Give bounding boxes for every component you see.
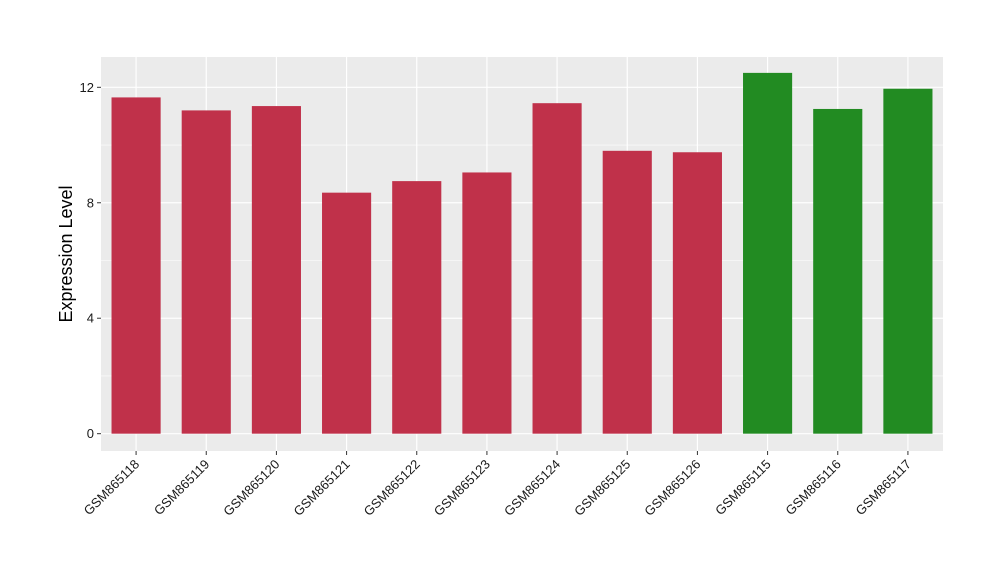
bar-GSM865116: [813, 108, 863, 434]
bar-GSM865118: [111, 97, 161, 434]
bar-GSM865126: [672, 152, 722, 434]
y-axis-title: Expression Level: [56, 185, 76, 322]
x-tick-label: GSM865117: [852, 457, 914, 519]
x-tick-label: GSM865118: [81, 457, 143, 519]
bar-GSM865123: [462, 172, 512, 434]
x-tick-label: GSM865126: [641, 457, 703, 519]
x-tick-label: GSM865121: [290, 457, 352, 519]
y-tick-label: 8: [87, 195, 94, 210]
x-axis: GSM865118 GSM865119 GSM865120 GSM865121 GSM8…: [81, 451, 914, 519]
bar-GSM865115: [743, 72, 793, 434]
plot-panel: [101, 57, 943, 451]
x-tick-label: GSM865120: [220, 457, 282, 519]
bar-GSM865120: [251, 106, 301, 434]
x-tick-label: GSM865119: [151, 457, 213, 519]
x-tick-label: GSM865125: [571, 457, 633, 519]
y-axis: 0 4 8 12: [80, 80, 101, 441]
x-tick-label: GSM865122: [361, 457, 423, 519]
bar-GSM865117: [883, 88, 933, 434]
y-tick-label: 0: [87, 426, 94, 441]
bar-GSM865125: [602, 150, 652, 434]
x-tick-label: GSM865115: [712, 457, 774, 519]
x-tick-label: GSM865124: [501, 457, 563, 519]
minor-gridlines: [101, 144, 943, 377]
y-tick-label: 4: [87, 311, 94, 326]
bars: [111, 72, 933, 434]
x-tick-label: GSM865116: [782, 457, 844, 519]
bar-GSM865121: [322, 192, 372, 434]
bar-GSM865119: [181, 110, 231, 434]
y-tick-label: 12: [80, 80, 94, 95]
x-tick-label: GSM865123: [431, 457, 493, 519]
bar-GSM865122: [392, 181, 442, 434]
bar-GSM865124: [532, 103, 582, 434]
